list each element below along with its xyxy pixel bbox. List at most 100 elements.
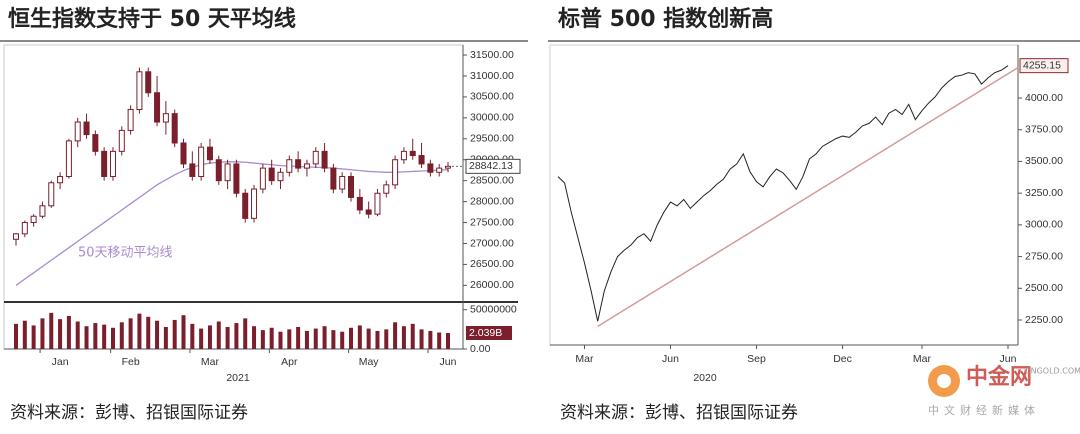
volume-bar (437, 332, 442, 349)
volume-bar (137, 313, 142, 349)
volume-bar (199, 328, 204, 349)
volume-bar (14, 323, 18, 349)
source-note: 资料来源：彭博、招银国际证券 (560, 403, 798, 423)
candle-body (400, 150, 407, 161)
y-tick-label: 3250.00 (1025, 187, 1063, 199)
plot-frame (549, 44, 1019, 346)
y-tick-label: 50000000 (470, 303, 517, 315)
volume-bar (410, 323, 415, 349)
ma-label: 50天移动平均线 (78, 246, 173, 261)
last-label: 28842.13 (469, 160, 513, 172)
x-tick-label: Feb (122, 356, 140, 368)
volume-bar (190, 323, 195, 349)
watermark-url: CNGOLD.COM.CN (1025, 367, 1080, 376)
candle-body (92, 134, 99, 152)
y-tick-label: 0.00 (470, 343, 491, 355)
candle-body (392, 159, 399, 186)
candle-body (198, 146, 205, 177)
volume-bar (207, 325, 212, 349)
volume-bar (234, 323, 239, 349)
volume-bar (22, 320, 27, 349)
y-tick-label: 3750.00 (1025, 124, 1063, 136)
trendline (597, 66, 1019, 327)
x-tick-label: Mar (913, 353, 932, 365)
candle-body (206, 146, 213, 161)
last-volume-label: 2.039B (469, 327, 502, 339)
volume-bar (366, 328, 371, 349)
y-tick-label: 2500.00 (1025, 282, 1063, 294)
y-tick-label: 27000.00 (470, 237, 514, 249)
candle-body (48, 182, 55, 207)
y-tick-label: 28500.00 (470, 174, 514, 186)
candle-body (321, 150, 328, 169)
x-axis-label: 2021 (226, 372, 250, 384)
volume-bar (304, 330, 309, 349)
volume-bar (31, 325, 36, 349)
volume-bar (93, 323, 98, 349)
candle-body (215, 159, 222, 182)
last-label-box (465, 158, 521, 174)
candle-body (39, 205, 46, 217)
price-line (557, 65, 1009, 322)
volume-bar (49, 312, 54, 349)
logo (937, 374, 951, 388)
volume-bar (269, 327, 274, 349)
candle-body (127, 108, 134, 131)
candle-body (242, 192, 249, 219)
volume-bar (393, 322, 398, 349)
volume-bar (102, 324, 107, 349)
y-tick-label: 27500.00 (470, 216, 514, 228)
volume-bar (216, 321, 221, 349)
x-tick-label: Mar (201, 356, 220, 368)
candle-body (21, 222, 28, 235)
volume-bar (66, 316, 71, 349)
candle-body (101, 150, 108, 177)
y-tick-label: 2750.00 (1025, 250, 1063, 262)
candle-body (251, 188, 258, 219)
y-tick-label: 28000.00 (470, 195, 514, 207)
candle-body (427, 163, 434, 173)
volume-bar (340, 331, 345, 349)
x-tick-label: Dec (833, 353, 852, 365)
x-tick-label: Apr (281, 356, 298, 368)
y-tick-label: 3500.00 (1025, 155, 1063, 167)
candle-body (13, 233, 19, 240)
volume-bar (110, 327, 115, 349)
candle-body (180, 142, 187, 165)
candle-body (330, 167, 337, 190)
x-tick-label: Sep (747, 353, 766, 365)
volume-bar (40, 318, 45, 349)
x-tick-label: Jan (52, 356, 69, 368)
moving-average (15, 161, 449, 286)
candle-body (409, 150, 416, 157)
volume-bar (252, 326, 257, 349)
y-tick-label: 30500.00 (470, 91, 514, 103)
candle-body (348, 175, 355, 198)
y-tick-label: 29500.00 (470, 133, 514, 145)
watermark-name: 中金网 (966, 364, 1032, 390)
volume-bar (172, 319, 177, 349)
volume-bar (331, 330, 336, 349)
candle-body (383, 184, 390, 194)
candle-body (118, 129, 125, 152)
x-tick-label: Jun (662, 353, 679, 365)
candle-body (374, 192, 381, 215)
volume-bar (446, 332, 450, 349)
candle-body (312, 150, 319, 165)
candle-body (286, 159, 293, 173)
source-note: 资料来源：彭博、招银国际证券 (10, 403, 248, 423)
candle-body (154, 92, 161, 123)
candle-body (303, 163, 310, 169)
plot-frame (3, 44, 464, 350)
volume-bar (84, 326, 89, 349)
volume-bar (243, 318, 248, 349)
candle-body (224, 163, 231, 182)
candle-body (136, 71, 143, 110)
candle-body (295, 159, 302, 169)
candle-body (268, 167, 275, 182)
candle-body (356, 196, 363, 211)
candle-body (259, 167, 266, 190)
chart-title: 标普 500 指数创新高 (558, 6, 773, 32)
volume-bar (296, 327, 301, 349)
